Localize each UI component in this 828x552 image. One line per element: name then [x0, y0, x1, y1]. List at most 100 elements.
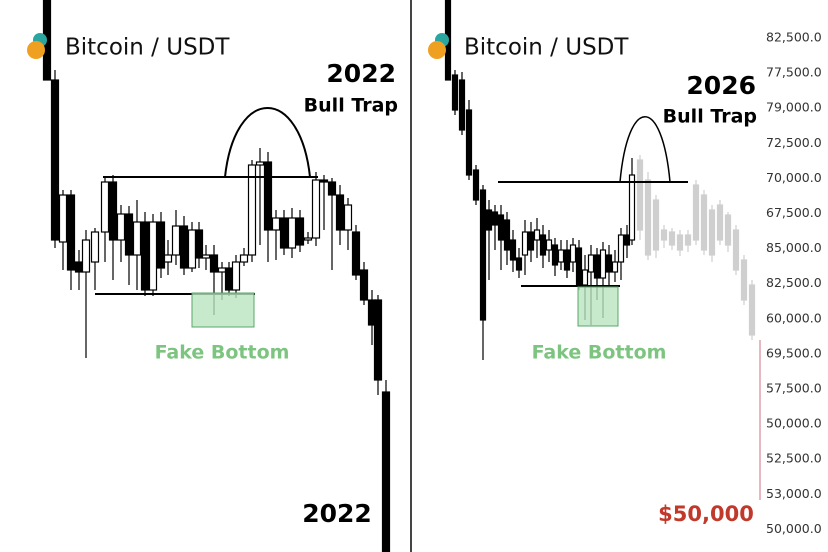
candle	[636, 159, 644, 231]
axis-label: 67,500.0	[766, 205, 822, 220]
candle	[58, 194, 68, 243]
candle	[116, 213, 126, 241]
candle	[271, 217, 281, 231]
candle	[458, 79, 466, 131]
candle	[171, 225, 181, 256]
candle	[381, 391, 391, 552]
candle	[491, 211, 499, 226]
axis-label: 50,000.0	[766, 416, 822, 431]
candle	[676, 234, 684, 251]
bottom-year: 2022	[302, 499, 372, 528]
candle	[343, 204, 353, 231]
candle	[194, 229, 204, 259]
candle	[74, 261, 84, 273]
candle	[351, 231, 361, 276]
candle	[599, 249, 607, 279]
candle	[327, 181, 337, 196]
candle	[581, 269, 589, 286]
candle	[623, 234, 631, 246]
candle	[545, 239, 553, 251]
trap-arc	[619, 116, 671, 183]
candle	[373, 299, 383, 381]
candle	[359, 269, 369, 301]
candle	[569, 244, 577, 263]
year-label: 2026	[686, 71, 756, 100]
candle	[81, 239, 91, 273]
candle	[140, 221, 150, 291]
fake-bottom-label: Fake Bottom	[155, 342, 290, 364]
axis-label: 57,500.0	[766, 381, 822, 396]
candle	[515, 257, 523, 271]
candle	[311, 179, 321, 239]
candle	[503, 219, 511, 251]
axis-label: 82,500.0	[766, 275, 822, 290]
candle	[90, 231, 100, 263]
candle	[255, 161, 265, 166]
candle	[201, 254, 211, 259]
candle	[156, 221, 166, 269]
candle	[279, 217, 289, 249]
candle	[124, 213, 134, 256]
candle	[303, 237, 313, 241]
logo	[428, 41, 446, 59]
logo	[27, 41, 45, 59]
year-label: 2022	[326, 59, 396, 88]
candle	[652, 199, 660, 251]
candle	[239, 254, 249, 263]
axis-label: 53,000.0	[766, 486, 822, 501]
candle	[716, 204, 724, 241]
trap-arc	[224, 107, 311, 178]
axis-label: 60,000.0	[766, 310, 822, 325]
candle	[179, 225, 189, 269]
candle	[50, 79, 60, 241]
axis-label: 52,500.0	[766, 451, 822, 466]
candle	[472, 169, 480, 201]
candle	[724, 214, 732, 246]
candle	[231, 261, 241, 291]
axis-label: 69,500.0	[766, 345, 822, 360]
candle	[287, 217, 297, 249]
candle	[263, 161, 273, 231]
candle	[451, 74, 459, 111]
candle	[521, 231, 529, 256]
candle	[148, 221, 158, 291]
candle	[557, 249, 565, 263]
candle	[217, 267, 227, 273]
candle	[617, 234, 625, 263]
candle	[593, 254, 601, 279]
candle	[575, 247, 583, 286]
candle	[209, 254, 219, 273]
candle	[224, 267, 234, 291]
fake-bottom-box	[577, 286, 619, 327]
candle	[485, 209, 493, 231]
fake-bottom-label: Fake Bottom	[532, 342, 667, 364]
right-candles	[444, 0, 756, 360]
axis-label: 82,500.0	[766, 30, 822, 45]
axis-label: 72,500.0	[766, 135, 822, 150]
candle	[533, 229, 541, 241]
candle	[708, 209, 716, 256]
candle	[163, 254, 173, 263]
candle	[628, 174, 636, 241]
candle	[692, 184, 700, 241]
candle	[732, 229, 740, 271]
candle	[644, 179, 652, 256]
candle	[668, 231, 676, 246]
candle	[587, 254, 595, 273]
candle	[479, 189, 487, 321]
trap-label: Bull Trap	[304, 95, 398, 117]
candle	[700, 194, 708, 251]
candle	[527, 231, 535, 251]
candle	[295, 217, 305, 246]
candle	[509, 239, 517, 261]
candle	[66, 194, 76, 271]
candle	[319, 179, 329, 183]
candle	[100, 181, 110, 233]
candle	[108, 181, 118, 241]
candle	[335, 194, 345, 231]
trap-label: Bull Trap	[663, 106, 757, 128]
candle	[132, 221, 142, 256]
title: Bitcoin / USDT	[65, 35, 230, 61]
